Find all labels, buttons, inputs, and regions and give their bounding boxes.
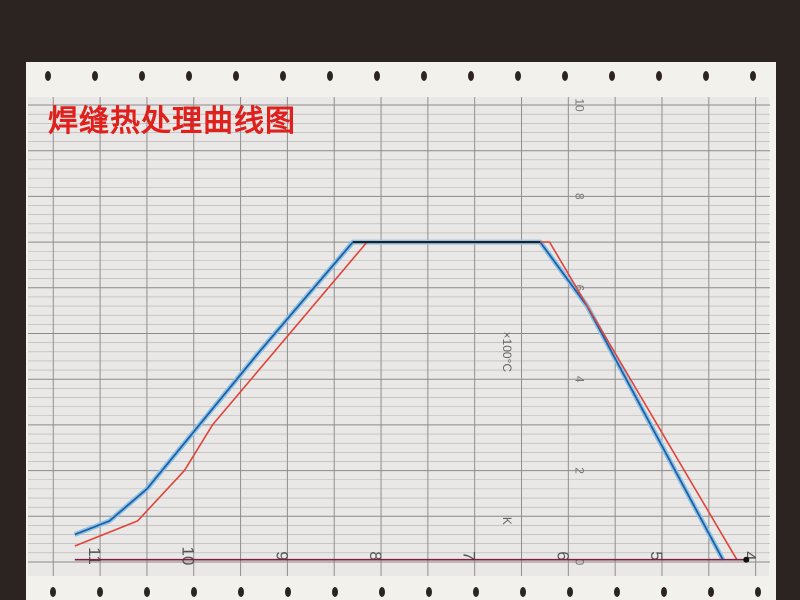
sprocket-hole — [755, 587, 761, 597]
sprocket-hole — [280, 71, 286, 81]
y-tick-label: 6 — [572, 284, 586, 291]
sprocket-hole — [661, 587, 667, 597]
sprocket-hole — [421, 71, 427, 81]
sprocket-hole — [750, 71, 756, 81]
y-tick-label: 4 — [572, 376, 586, 383]
sprocket-hole — [144, 587, 150, 597]
sprocket-hole — [708, 587, 714, 597]
x-tick-label: 7 — [460, 551, 479, 560]
sprocket-hole — [50, 587, 56, 597]
y-tick-label: 0 — [572, 559, 586, 566]
end-point — [743, 556, 750, 563]
sprocket-hole — [614, 587, 620, 597]
sprocket-hole — [609, 71, 615, 81]
sprocket-hole — [656, 71, 662, 81]
x-tick-label: 11 — [85, 547, 104, 565]
sprocket-hole — [520, 587, 526, 597]
x-tick-label: 8 — [366, 551, 385, 560]
sprocket-hole — [45, 71, 51, 81]
sprocket-hole — [186, 71, 192, 81]
x-tick-label: 4 — [741, 551, 760, 560]
sprocket-hole — [139, 71, 145, 81]
sprocket-hole — [567, 587, 573, 597]
sprocket-hole — [426, 587, 432, 597]
sprocket-hole — [327, 71, 333, 81]
unit-label: ×100°C — [500, 332, 514, 373]
sprocket-hole — [473, 587, 479, 597]
sprocket-hole — [233, 71, 239, 81]
y-tick-label: 10 — [572, 98, 586, 112]
sprocket-hole — [379, 587, 385, 597]
sprocket-hole — [285, 587, 291, 597]
y-tick-label: 8 — [572, 193, 586, 200]
sprocket-hole — [332, 587, 338, 597]
grid-area — [28, 97, 769, 576]
series-line — [74, 241, 738, 561]
sprocket-hole — [515, 71, 521, 81]
sprocket-hole — [238, 587, 244, 597]
sprocket-hole — [191, 587, 197, 597]
x-tick-label: 5 — [647, 551, 666, 560]
sprocket-hole — [97, 587, 103, 597]
chart-title: 焊缝热处理曲线图 — [48, 104, 296, 139]
x-tick-label: 9 — [272, 551, 291, 560]
sprocket-hole — [703, 71, 709, 81]
x-tick-label: 10 — [179, 547, 198, 566]
series-line — [74, 241, 724, 561]
y-tick-label: 2 — [572, 467, 586, 474]
sprocket-hole — [562, 71, 568, 81]
x-tick-label: 6 — [553, 551, 572, 560]
sprocket-hole — [92, 71, 98, 81]
sprocket-hole — [468, 71, 474, 81]
sprocket-hole — [374, 71, 380, 81]
sensor-label: K — [500, 517, 514, 525]
